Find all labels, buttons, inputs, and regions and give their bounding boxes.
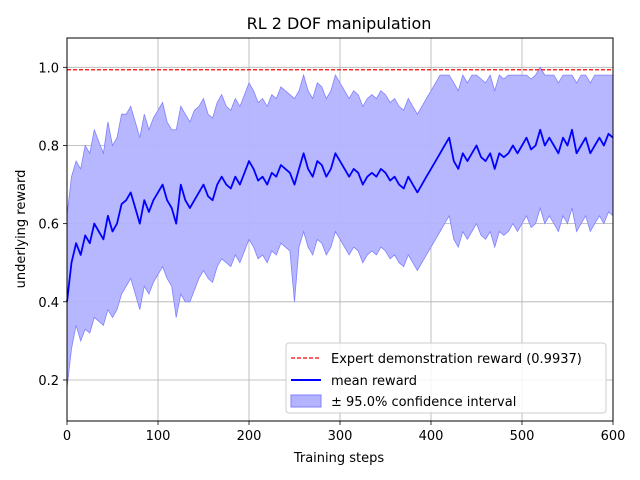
legend-mean-label: mean reward [331,374,417,389]
y-tick-label: 1.0 [38,61,59,76]
x-tick-label: 400 [419,429,444,444]
x-tick-label: 500 [510,429,535,444]
x-axis-label: Training steps [293,451,385,466]
x-tick-label: 100 [146,429,171,444]
tick-layer: 0 100 200 300 400 500 600 0.2 0.4 0.6 0.8 1.0 [38,61,625,444]
y-tick-label: 0.6 [38,218,59,233]
y-tick-label: 0.8 [38,139,59,154]
legend-band-swatch [290,394,322,408]
legend-band-label: ± 95.0% confidence interval [331,395,516,410]
x-tick-label: 200 [237,429,262,444]
y-tick-label: 0.4 [38,296,59,311]
x-tick-label: 300 [328,429,353,444]
legend-expert-label: Expert demonstration reward (0.9937) [331,352,582,367]
y-axis-label: underlying reward [14,170,29,289]
legend-box [285,342,607,414]
x-tick-label: 600 [601,429,626,444]
legend: Expert demonstration reward (0.9937) mea… [285,342,607,414]
mean-reward-line [66,128,614,302]
y-tick-label: 0.2 [38,374,59,389]
line-layer [66,69,614,302]
chart-title: RL 2 DOF manipulation [247,14,432,33]
x-tick-label: 0 [63,429,71,444]
